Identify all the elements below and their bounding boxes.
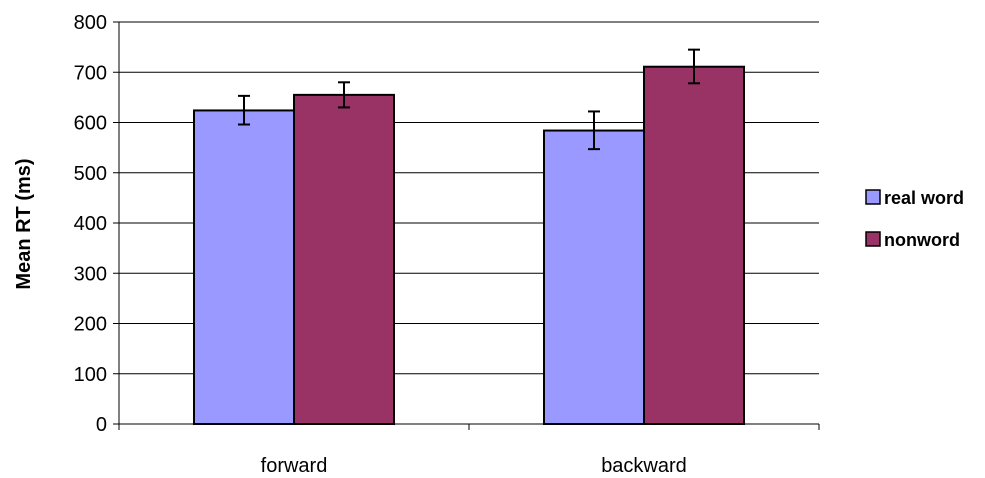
bar-nonword-forward xyxy=(293,93,395,426)
legend: real word nonword xyxy=(865,188,964,250)
bar-real-word-backward xyxy=(543,129,645,425)
y-tick-label: 100 xyxy=(74,364,107,386)
x-tick-labels: forward backward xyxy=(261,455,687,477)
error-bar xyxy=(238,94,250,126)
x-tick-label: backward xyxy=(601,455,687,477)
y-tick-label: 400 xyxy=(74,213,107,235)
legend-label: real word xyxy=(884,188,964,208)
bar-real-word-forward xyxy=(193,109,295,425)
y-tick-label: 700 xyxy=(74,62,107,84)
error-bar xyxy=(338,81,350,109)
y-tick-label: 200 xyxy=(74,314,107,336)
error-bar xyxy=(588,110,600,151)
legend-label: nonword xyxy=(884,230,960,250)
y-tick-label: 800 xyxy=(74,12,107,34)
error-bar xyxy=(688,48,700,85)
legend-swatch xyxy=(865,231,881,247)
y-tick-label: 300 xyxy=(74,263,107,285)
bars xyxy=(193,65,745,426)
y-tick-label: 600 xyxy=(74,113,107,135)
legend-swatch xyxy=(865,189,881,205)
y-axis-title: Mean RT (ms) xyxy=(13,158,35,289)
legend-item: nonword xyxy=(865,230,960,250)
legend-item: real word xyxy=(865,188,964,208)
axes xyxy=(113,21,820,430)
y-tick-label: 0 xyxy=(96,414,107,436)
y-tick-label: 500 xyxy=(74,163,107,185)
x-tick-label: forward xyxy=(261,455,328,477)
y-tick-labels: 0 100 200 300 400 500 600 700 800 xyxy=(74,12,107,436)
error-bars xyxy=(238,48,700,151)
bar-nonword-backward xyxy=(643,65,745,425)
